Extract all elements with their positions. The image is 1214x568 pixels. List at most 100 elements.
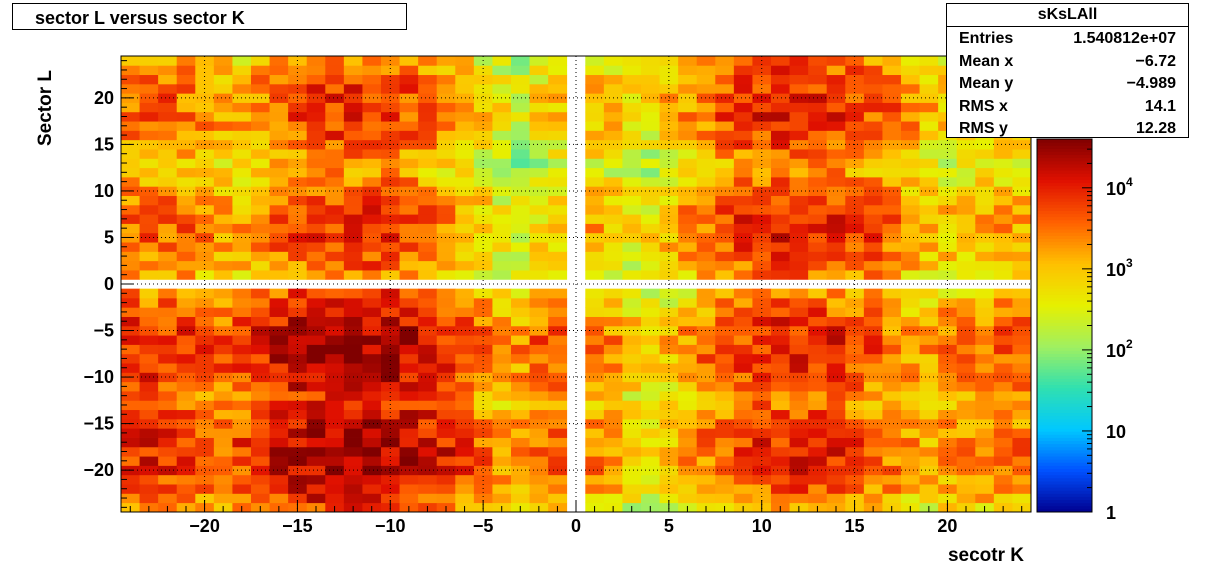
heatmap-cell [752, 242, 772, 252]
heatmap-cell [789, 381, 809, 392]
heatmap-cell [251, 242, 270, 252]
heatmap-cell [956, 391, 976, 401]
stats-row: Mean x −6.72 [947, 50, 1188, 73]
heatmap-cell [492, 56, 512, 66]
heatmap-cell [641, 260, 660, 271]
heatmap-cell [882, 65, 902, 76]
heatmap-cell [696, 130, 716, 141]
heatmap-cell [232, 493, 252, 504]
heatmap-cell [158, 121, 178, 131]
color-scale-band [1037, 288, 1092, 292]
heatmap-cell [641, 251, 660, 262]
heatmap-cell [956, 223, 976, 234]
heatmap-cell [789, 139, 809, 150]
heatmap-cell [473, 149, 493, 159]
heatmap-cell [956, 465, 976, 476]
heatmap-cell [993, 270, 1013, 280]
heatmap-cell [826, 409, 846, 420]
color-scale-band [1037, 443, 1092, 448]
heatmap-cell [511, 372, 530, 383]
heatmap-cell [826, 400, 846, 411]
heatmap-cell [993, 474, 1013, 485]
heatmap-cell [659, 400, 679, 411]
heatmap-cell [473, 409, 493, 420]
heatmap-cell [715, 242, 735, 252]
heatmap-cell [288, 493, 308, 504]
heatmap-cell [139, 195, 159, 206]
heatmap-cell [696, 363, 716, 373]
heatmap-cell [901, 121, 920, 131]
heatmap-cell [771, 307, 790, 317]
heatmap-cell [696, 418, 716, 429]
heatmap-cell [176, 465, 196, 476]
heatmap-cell [139, 102, 159, 113]
heatmap-cell [306, 102, 326, 113]
heatmap-cell [548, 260, 568, 271]
heatmap-cell [436, 102, 456, 113]
heatmap-cell [585, 363, 605, 373]
heatmap-cell [492, 484, 512, 494]
heatmap-cell [269, 139, 289, 150]
heatmap-cell [808, 65, 828, 76]
heatmap-cell [251, 56, 270, 66]
heatmap-cell [993, 288, 1013, 299]
heatmap-cell [473, 456, 493, 466]
heatmap-cell [399, 204, 419, 215]
heatmap-cell [733, 456, 753, 466]
heatmap-cell [789, 484, 809, 494]
heatmap-cell [956, 335, 976, 345]
heatmap-cell [789, 130, 809, 141]
heatmap-cell [381, 93, 400, 103]
heatmap-cell [659, 409, 679, 420]
heatmap-cell [548, 65, 568, 76]
heatmap-cell [733, 297, 753, 308]
heatmap-cell [696, 307, 716, 317]
heatmap-cell [269, 418, 289, 429]
heatmap-cell [176, 83, 196, 94]
heatmap-cell [548, 242, 568, 252]
heatmap-cell [826, 176, 846, 187]
heatmap-cell [473, 176, 493, 187]
heatmap-cell [269, 83, 289, 94]
heatmap-cell [121, 176, 140, 187]
heatmap-cell [473, 316, 493, 327]
heatmap-cell [269, 307, 289, 317]
heatmap-cell [288, 456, 308, 466]
heatmap-cell [529, 400, 549, 411]
heatmap-cell [473, 242, 493, 252]
heatmap-cell [511, 130, 530, 141]
heatmap-cell [863, 484, 883, 494]
heatmap-cell [121, 456, 140, 466]
heatmap-cell [399, 223, 419, 234]
heatmap-cell [176, 493, 196, 504]
heatmap-cell [641, 456, 660, 466]
heatmap-cell [789, 195, 809, 206]
heatmap-cell [771, 65, 790, 76]
heatmap-cell [919, 437, 939, 448]
heatmap-cell [622, 363, 642, 373]
heatmap-cell [938, 297, 958, 308]
heatmap-cell [715, 139, 735, 150]
heatmap-cell [473, 270, 493, 280]
heatmap-cell [678, 400, 698, 411]
heatmap-cell [603, 270, 623, 280]
heatmap-cell [715, 418, 735, 429]
heatmap-cell [492, 409, 512, 420]
heatmap-cell [288, 344, 308, 355]
color-scale-band [1037, 440, 1092, 445]
heatmap-cell [622, 130, 642, 141]
heatmap-cell [715, 381, 735, 392]
heatmap-cell [548, 381, 568, 392]
heatmap-cell [232, 65, 252, 76]
heatmap-cell [269, 270, 289, 280]
heatmap-cell [696, 93, 716, 103]
heatmap-cell [863, 56, 883, 66]
heatmap-cell [678, 195, 698, 206]
heatmap-cell [213, 186, 233, 196]
heatmap-cell [269, 409, 289, 420]
heatmap-cell [956, 409, 976, 420]
heatmap-cell [696, 242, 716, 252]
heatmap-cell [325, 474, 345, 485]
heatmap-cell [362, 391, 382, 401]
heatmap-cell [585, 381, 605, 392]
